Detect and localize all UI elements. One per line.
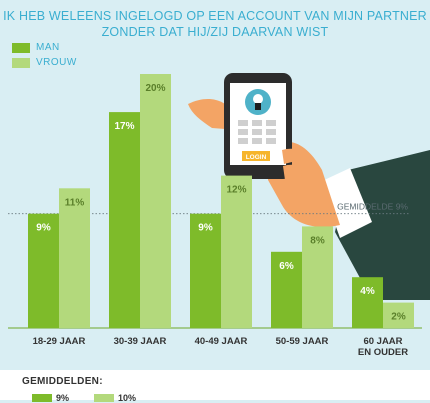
- category-label-5: 60 JAAR EN OUDER: [358, 336, 408, 358]
- category-labels-group: 18-29 JAAR 30-39 JAAR 40-49 JAAR 50-59 JAAR…: [33, 336, 409, 358]
- data-label-man-3: 9%: [198, 223, 213, 234]
- averages-panel: [0, 370, 430, 400]
- bar-man-3: [190, 213, 221, 328]
- phone-login-label: LOGIN: [246, 154, 267, 161]
- bar-vrouw-2: [140, 74, 171, 328]
- legend-swatch-vrouw: [12, 57, 30, 68]
- average-value-man: 9%: [56, 393, 70, 403]
- legend-label-man: MAN: [36, 42, 60, 53]
- padlock-icon-keyhole: [255, 103, 261, 110]
- legend-item-man: MAN: [12, 42, 60, 53]
- phone-login-button: [242, 151, 270, 161]
- category-label-3: 40-49 JAAR: [195, 336, 248, 347]
- data-label-vrouw-1: 11%: [65, 197, 85, 208]
- average-reference-label: GEMIDDELDE 9%: [337, 202, 408, 212]
- category-label-2: 30-39 JAAR: [114, 336, 167, 347]
- bar-man-1: [28, 213, 59, 328]
- legend-item-vrouw: VROUW: [12, 57, 77, 68]
- finger-shape: [283, 164, 303, 180]
- data-label-man-1: 9%: [36, 223, 51, 234]
- data-label-man-4: 6%: [279, 261, 294, 272]
- category-label-1: 18-29 JAAR: [33, 336, 86, 347]
- data-label-vrouw-2: 20%: [145, 83, 165, 94]
- bar-vrouw-4: [302, 226, 333, 328]
- averages-heading: GEMIDDELDEN:: [22, 376, 103, 387]
- category-label-4: 50-59 JAAR: [276, 336, 329, 347]
- bar-man-5: [352, 277, 383, 328]
- bar-man-4: [271, 251, 302, 328]
- data-label-man-5: 4%: [360, 286, 375, 297]
- finger-shape: [282, 148, 302, 164]
- bars-group: 9% 11% 17% 20% 9% 12% 6% 8% 4% 2%: [28, 74, 414, 328]
- average-value-vrouw: 10%: [118, 393, 137, 403]
- data-label-vrouw-4: 8%: [310, 235, 325, 246]
- phone-keypad: [238, 120, 276, 144]
- padlock-icon-keyhole-ring: [253, 94, 263, 104]
- legend-label-vrouw: VROUW: [36, 57, 77, 68]
- bar-man-2: [109, 112, 140, 328]
- data-label-man-2: 17%: [114, 121, 134, 132]
- bar-vrouw-3: [221, 175, 252, 328]
- shirt-cuff-shape: [320, 168, 372, 238]
- average-swatch-vrouw: [94, 394, 114, 402]
- hand-holding-phone-illustration: LOGIN: [188, 73, 430, 300]
- chart-title-line-1: IK HEB WELEENS INGELOGD OP EEN ACCOUNT V…: [3, 9, 427, 23]
- average-swatch-man: [32, 394, 52, 402]
- bar-vrouw-5: [383, 302, 414, 328]
- chart-title-line-2: ZONDER DAT HIJ/ZIJ DAARVAN WIST: [101, 25, 329, 39]
- data-label-vrouw-3: 12%: [226, 185, 246, 196]
- sleeve-shape: [335, 150, 430, 300]
- data-label-vrouw-5: 2%: [391, 312, 406, 323]
- bar-vrouw-1: [59, 188, 90, 328]
- legend-swatch-man: [12, 42, 30, 53]
